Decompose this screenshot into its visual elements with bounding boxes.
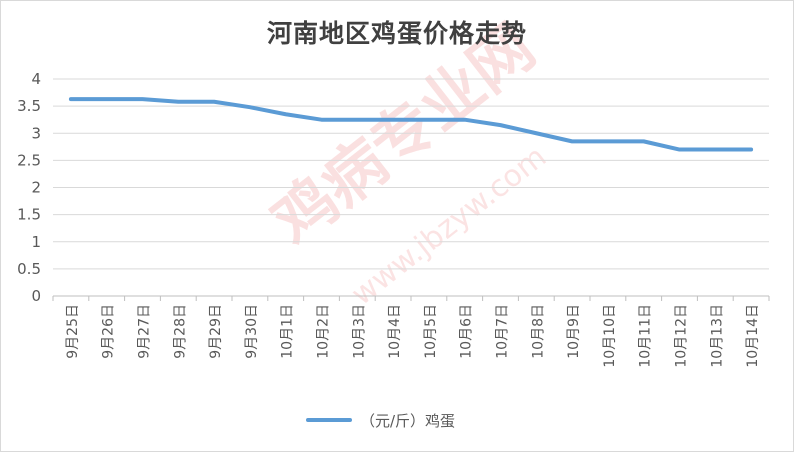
x-tick-label: 10月11日 [638,304,654,368]
x-tick-label: 10月9日 [566,304,582,359]
legend: （元/斤）鸡蛋 [306,408,455,432]
x-tick-label: 10月4日 [387,304,403,359]
x-tick-label: 9月27日 [137,304,153,359]
x-tick-label: 10月2日 [316,304,332,359]
legend-label: （元/斤）鸡蛋 [360,411,456,430]
y-tick-label: 4 [31,70,41,88]
x-tick-label: 10月6日 [459,304,475,359]
x-tick-label: 10月12日 [674,304,690,368]
x-tick-label: 9月30日 [244,304,260,359]
x-tick-label: 10月3日 [351,304,367,359]
y-tick-label: 2.5 [17,151,41,169]
y-tick-label: 3 [31,124,41,142]
x-tick-label: 9月29日 [208,304,224,359]
x-tick-label: 9月26日 [101,304,117,359]
x-tick-label: 9月25日 [65,304,81,359]
x-tick-label: 10月5日 [423,304,439,359]
y-tick-label: 2 [31,179,41,197]
series-line [68,97,754,152]
x-tick-label: 10月10日 [602,304,618,368]
legend-line-swatch [306,418,352,422]
x-tick-label: 10月8日 [530,304,546,359]
y-tick-label: 1.5 [17,206,41,224]
chart-title: 河南地区鸡蛋价格走势 [266,19,527,48]
x-tick-label: 10月7日 [495,304,511,359]
x-tick-label: 9月28日 [172,304,188,359]
x-tick-label: 10月1日 [280,304,296,359]
y-tick-label: 0.5 [17,260,41,278]
y-tick-label: 3.5 [17,97,41,115]
y-tick-label: 0 [31,287,41,305]
y-tick-label: 1 [31,233,41,251]
x-tick-label: 10月14日 [745,304,761,368]
x-tick-label: 10月13日 [709,304,725,368]
